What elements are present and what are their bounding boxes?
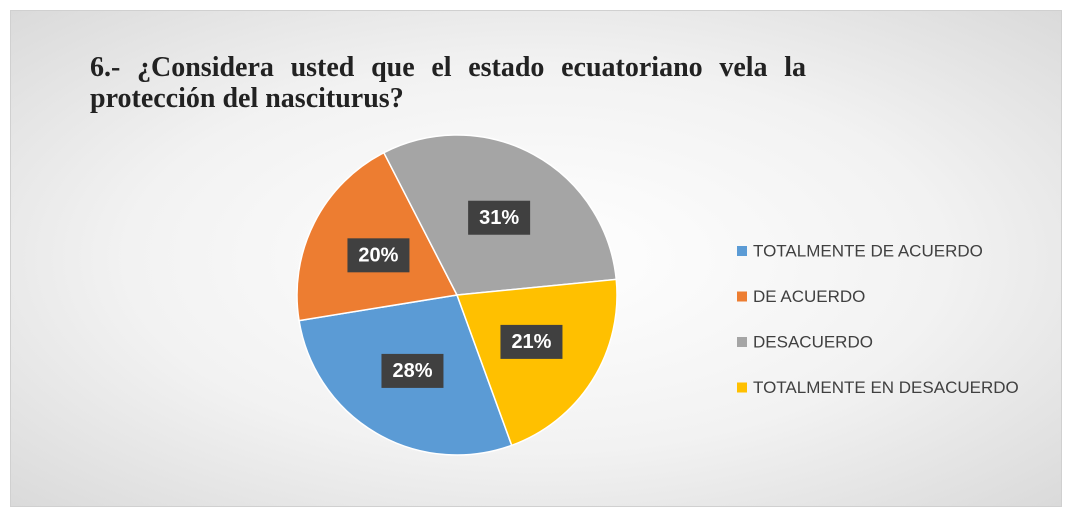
legend-label: DE ACUERDO — [753, 287, 865, 306]
pie-slice — [296, 151, 459, 322]
legend-swatch — [737, 291, 747, 302]
legend-swatch — [737, 382, 747, 393]
data-label: 21% — [511, 331, 551, 353]
data-label: 20% — [358, 245, 398, 267]
chart-title: 6.- ¿Considera usted que el estado ecuat… — [90, 52, 806, 114]
label-box — [468, 200, 531, 235]
pie-slice — [455, 278, 618, 447]
label-box — [381, 353, 444, 388]
label-box — [500, 324, 563, 359]
legend-swatch — [737, 246, 747, 256]
data-label: 31% — [479, 207, 519, 229]
data-label: 28% — [392, 360, 432, 382]
legend-label: DESACUERDO — [753, 332, 873, 351]
label-box — [347, 238, 410, 273]
legend-swatch — [737, 337, 747, 347]
legend-label: TOTALMENTE DE ACUERDO — [753, 241, 983, 260]
legend-label: TOTALMENTE EN DESACUERDO — [753, 378, 1019, 397]
